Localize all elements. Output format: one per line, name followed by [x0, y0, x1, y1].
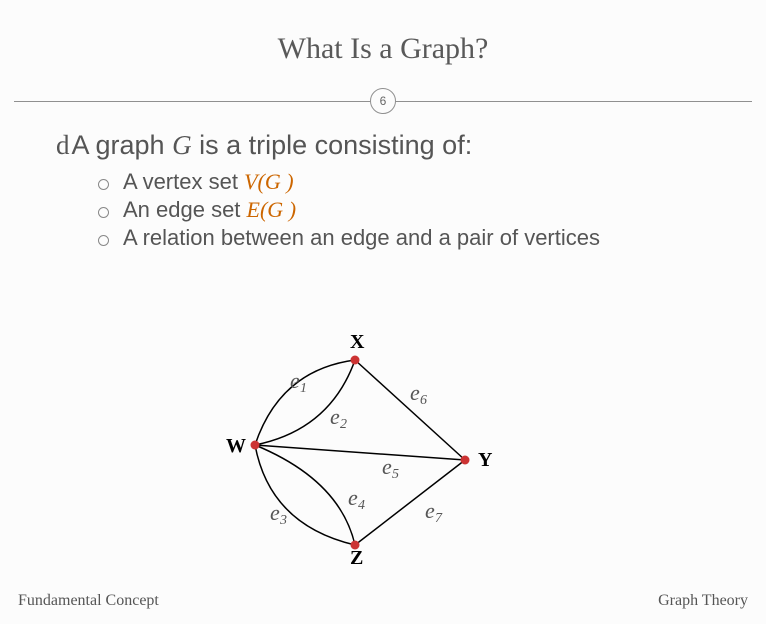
elabel-e2-sub: 2 — [340, 417, 347, 432]
edge-e1 — [255, 360, 355, 445]
elabel-e7-sub: 7 — [435, 511, 443, 526]
edge-e4 — [255, 445, 355, 545]
elabel-e3-sub: 3 — [279, 513, 287, 528]
elabel-e4: e — [348, 485, 358, 510]
elabel-e6: e — [410, 380, 420, 405]
vertex-x — [351, 356, 360, 365]
footer: Fundamental Concept Graph Theory — [18, 592, 748, 610]
vertex-y — [461, 456, 470, 465]
elabel-e2: e — [330, 404, 340, 429]
main-prefix: A graph — [72, 130, 173, 160]
circle-bullet-icon — [98, 207, 109, 218]
main-var: G — [172, 130, 192, 160]
edge-e5 — [255, 445, 465, 460]
elabel-e3: e — [270, 500, 280, 525]
b3-text: A relation between an edge and a pair of… — [123, 225, 600, 251]
main-suffix: is a triple consisting of: — [192, 130, 473, 160]
graph-diagram: X W Y Z e1 e2 e3 e4 e5 e6 e7 — [200, 330, 540, 560]
elabel-e4-sub: 4 — [358, 498, 365, 513]
page-number: 6 — [370, 88, 396, 114]
edge-e3 — [255, 445, 355, 545]
content-area: dA graph G is a triple consisting of: A … — [0, 116, 766, 251]
circle-bullet-icon — [98, 235, 109, 246]
label-x: X — [350, 331, 365, 353]
edge-e7 — [355, 460, 465, 545]
bullet-item-3: A relation between an edge and a pair of… — [98, 225, 710, 251]
slide-title: What Is a Graph? — [0, 32, 766, 66]
vertex-w — [251, 441, 260, 450]
footer-left: Fundamental Concept — [18, 592, 159, 610]
circle-bullet-icon — [98, 179, 109, 190]
bullet-item-2: An edge set E(G ) — [98, 197, 710, 223]
title-divider: 6 — [0, 88, 766, 116]
bullet-swirl: d — [56, 130, 70, 160]
label-z: Z — [350, 547, 363, 569]
elabel-e7: e — [425, 498, 435, 523]
elabel-e5-sub: 5 — [392, 467, 399, 482]
b1-text: A vertex set — [123, 169, 244, 194]
elabel-e6-sub: 6 — [420, 393, 427, 408]
edge-e6 — [355, 360, 465, 460]
label-y: Y — [478, 449, 493, 471]
elabel-e1-sub: 1 — [300, 381, 307, 396]
footer-right: Graph Theory — [658, 592, 748, 610]
b2-text: An edge set — [123, 197, 247, 222]
label-w: W — [226, 435, 246, 457]
main-statement: dA graph G is a triple consisting of: — [56, 130, 710, 161]
edge-e2 — [255, 360, 355, 445]
b1-sym: V(G ) — [244, 169, 293, 194]
sub-list: A vertex set V(G ) An edge set E(G ) A r… — [98, 169, 710, 251]
elabel-e1: e — [290, 368, 300, 393]
bullet-item-1: A vertex set V(G ) — [98, 169, 710, 195]
elabel-e5: e — [382, 454, 392, 479]
b2-sym: E(G ) — [247, 197, 296, 222]
